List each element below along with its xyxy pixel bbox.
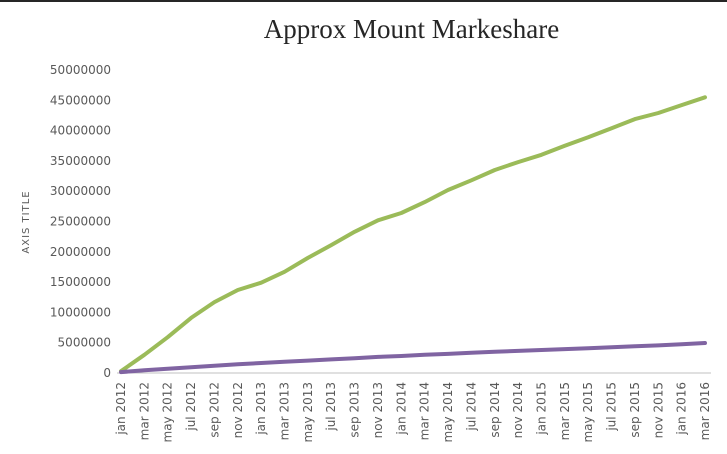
y-tick-label: 30000000 — [50, 184, 111, 198]
x-tick-label: jul 2013 — [324, 382, 338, 432]
x-tick-label: may 2012 — [161, 382, 175, 443]
x-tick-label: nov 2012 — [231, 382, 245, 438]
x-tick-label: mar 2014 — [418, 382, 432, 440]
x-tick-label: jan 2012 — [114, 382, 128, 436]
series-purple-line — [119, 341, 707, 375]
y-tick-label: 45000000 — [50, 93, 111, 107]
x-tick-label: sep 2014 — [488, 382, 502, 438]
x-tick-label: may 2015 — [581, 382, 595, 443]
x-tick-label: jan 2016 — [675, 382, 689, 436]
x-tick-label: jan 2015 — [534, 382, 548, 436]
x-tick-label: jul 2014 — [464, 382, 478, 432]
top-border-line — [0, 0, 727, 2]
x-tick-label: mar 2012 — [137, 382, 151, 440]
y-tick-label: 50000000 — [50, 63, 111, 77]
x-tick-label: jul 2015 — [605, 382, 619, 432]
y-tick-label: 0 — [103, 366, 111, 380]
x-tick-label: nov 2013 — [371, 382, 385, 438]
y-tick-label: 15000000 — [50, 275, 111, 289]
series-green-line — [119, 95, 707, 374]
y-tick-label: 35000000 — [50, 154, 111, 168]
y-tick-label: 25000000 — [50, 215, 111, 229]
x-tick-label: jan 2013 — [254, 382, 268, 436]
x-tick-label: sep 2012 — [207, 382, 221, 438]
x-tick-label: mar 2015 — [558, 382, 572, 440]
x-tick-label: jul 2012 — [184, 382, 198, 432]
y-tick-label: 20000000 — [50, 245, 111, 259]
y-tick-label: 5000000 — [58, 336, 111, 350]
x-tick-label: nov 2014 — [511, 382, 525, 438]
x-tick-label: sep 2015 — [628, 382, 642, 438]
y-tick-label: 40000000 — [50, 124, 111, 138]
x-tick-label: may 2014 — [441, 382, 455, 443]
x-tick-label: jan 2014 — [394, 382, 408, 436]
x-tick-label: mar 2016 — [698, 382, 712, 440]
x-tick-label: may 2013 — [301, 382, 315, 443]
chart-title: Approx Mount Markeshare — [263, 14, 560, 44]
x-tick-label: sep 2013 — [348, 382, 362, 438]
x-tick-label: mar 2013 — [278, 382, 292, 440]
y-tick-label: 10000000 — [50, 305, 111, 319]
x-tick-label: nov 2015 — [651, 382, 665, 438]
